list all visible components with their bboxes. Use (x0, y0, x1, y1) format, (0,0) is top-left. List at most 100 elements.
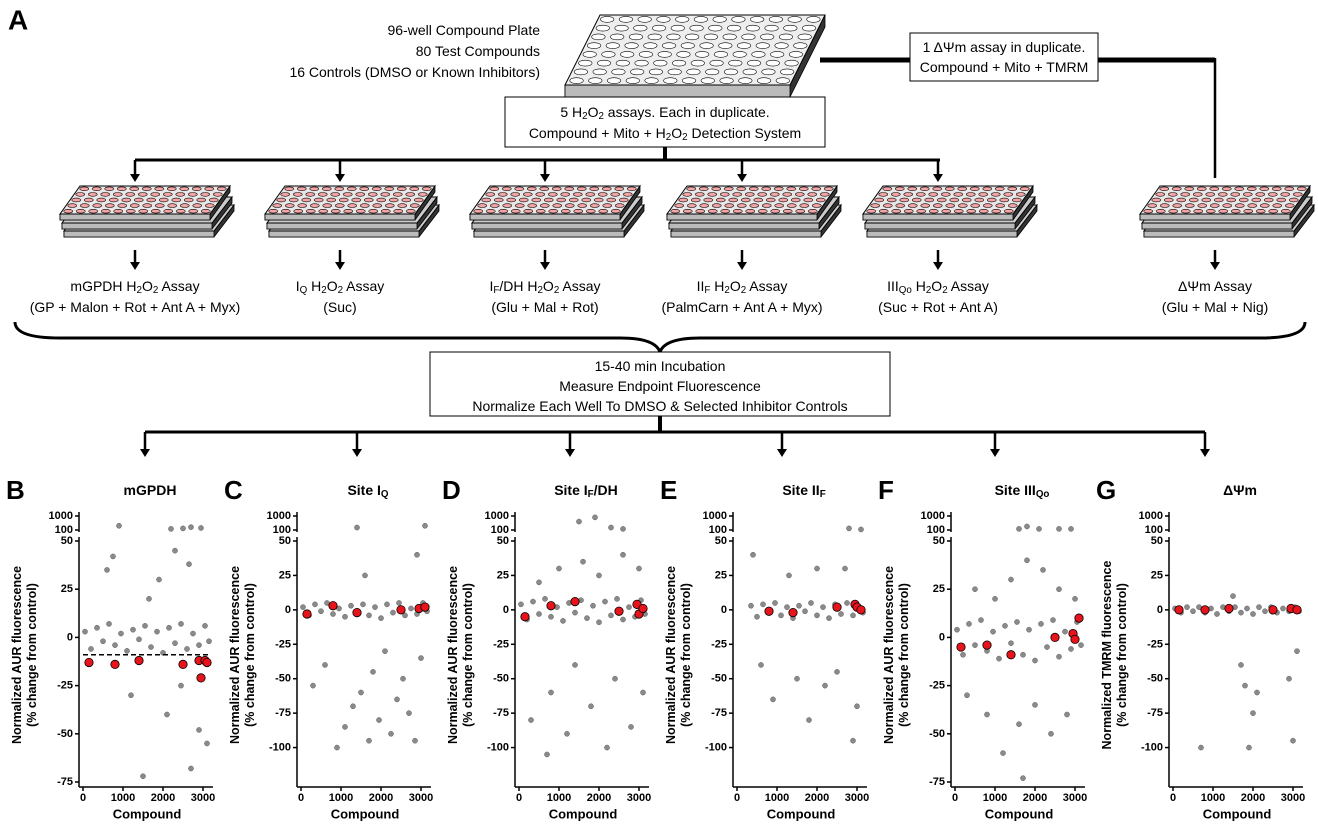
panel-title-part: F (820, 489, 826, 500)
well (91, 186, 102, 192)
well (297, 203, 308, 208)
y-tick-label: 50 (497, 535, 509, 547)
well (761, 186, 772, 192)
compound-point (402, 612, 408, 619)
well (990, 192, 1001, 197)
well (1015, 192, 1026, 197)
compound-point (394, 696, 400, 703)
y-tick-label: -25 (1147, 638, 1163, 650)
plate-front (264, 213, 416, 221)
well (1255, 192, 1266, 197)
well (112, 192, 123, 197)
well (585, 208, 596, 214)
compound-point (354, 524, 360, 531)
well (782, 192, 793, 197)
compound-point (184, 646, 190, 652)
compound-point (406, 710, 412, 716)
compound-point (390, 609, 396, 616)
well (1246, 186, 1257, 192)
assay-name-part: Qo (899, 285, 913, 296)
well (192, 203, 203, 208)
well (284, 203, 295, 208)
well (421, 186, 432, 192)
well (138, 208, 149, 214)
well (413, 197, 424, 203)
well (928, 208, 939, 214)
well (384, 186, 395, 192)
well (321, 186, 332, 192)
well (799, 203, 810, 208)
well (741, 33, 756, 41)
well (638, 51, 653, 58)
y-tick-label: 50 (61, 535, 73, 547)
assay-name-part: H (710, 278, 724, 294)
y-axis-label: Normalized AUR fluorescence (664, 566, 678, 744)
well (750, 16, 765, 23)
compound-point (310, 682, 316, 689)
arrow-head (540, 174, 550, 182)
y-axis-label: (% change from control) (1115, 583, 1129, 727)
control-point (638, 603, 648, 614)
compound-point (366, 612, 372, 619)
y-tick-label: 25 (1151, 569, 1163, 581)
well (510, 208, 521, 214)
compound-point (136, 636, 142, 643)
well (878, 192, 889, 197)
h2o2-box-text-part: 2 (682, 132, 687, 143)
well (104, 203, 115, 208)
compound-point (408, 605, 414, 612)
well (711, 186, 722, 192)
h2o2-box-text-part: 5 H (560, 104, 582, 120)
well (208, 197, 219, 203)
well (593, 197, 604, 203)
well (1007, 203, 1018, 208)
well (782, 208, 793, 214)
compound-point (530, 598, 536, 605)
well (1271, 186, 1282, 192)
well (720, 208, 731, 214)
compound-point (148, 644, 154, 650)
well (150, 208, 161, 214)
well (944, 186, 955, 192)
control-point (832, 602, 842, 612)
well (866, 208, 877, 214)
well (794, 192, 805, 197)
compound-point (1062, 628, 1068, 635)
well (1259, 186, 1270, 192)
well (129, 186, 140, 192)
well (393, 208, 404, 214)
well (162, 192, 173, 197)
well (920, 203, 931, 208)
well (187, 192, 198, 197)
compound-point (190, 630, 196, 637)
y-tick-label: 100 (1145, 524, 1163, 536)
well (1272, 203, 1283, 208)
well (96, 197, 107, 203)
y-tick-label: -100 (487, 742, 509, 754)
assay-name-part: 2 (537, 285, 542, 296)
compound-point (1256, 604, 1262, 610)
well (708, 24, 723, 32)
well (1167, 192, 1178, 197)
compound-point (548, 613, 554, 620)
arrow-head (990, 449, 1000, 457)
panel-letter: F (878, 475, 894, 505)
well (811, 203, 822, 208)
x-tick-label: 0 (952, 792, 958, 804)
panel-title-part: /DH (594, 482, 618, 498)
well (535, 192, 546, 197)
well (723, 68, 738, 76)
well (705, 68, 720, 76)
compound-point (608, 612, 614, 619)
well (330, 192, 341, 197)
well (903, 192, 914, 197)
compound-point (104, 567, 110, 573)
well (628, 33, 643, 41)
assay-name-part: 2 (153, 285, 158, 296)
well (774, 203, 785, 208)
compound-point (796, 602, 802, 609)
compound-point (312, 601, 318, 608)
well (1205, 208, 1216, 214)
compound-point (94, 624, 100, 631)
